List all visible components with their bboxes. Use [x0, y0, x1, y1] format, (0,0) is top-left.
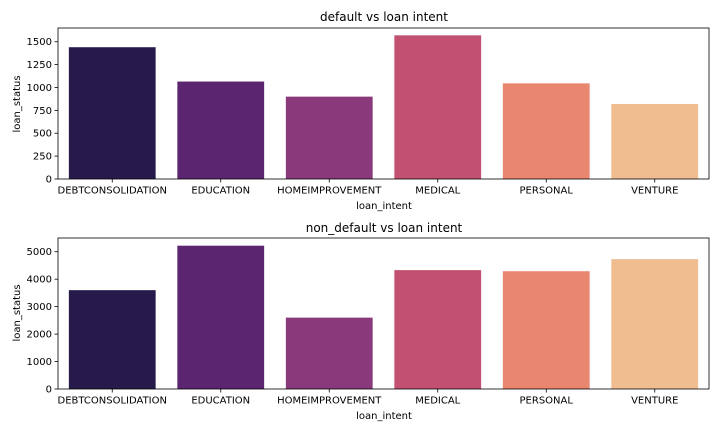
plot-frame — [57, 27, 710, 180]
chart-non-default-vs-loan-intent: non_default vs loan intent 0 1000 2000 3000… — [12, 221, 710, 422]
y-tick-label: 1500 — [27, 37, 52, 48]
y-tick-label: 0 — [46, 175, 52, 186]
x-tick-label: MEDICAL — [415, 396, 460, 407]
x-tick-label: EDUCATION — [191, 396, 250, 407]
chart-title: non_default vs loan intent — [306, 221, 463, 235]
bar-venture — [611, 103, 699, 179]
y-tick-label: 4000 — [27, 275, 52, 286]
y-tick-label: 2000 — [27, 330, 52, 341]
x-axis-label: loan_intent — [356, 411, 412, 422]
y-tick-label: 3000 — [27, 302, 52, 313]
y-axis-label: loan_status — [12, 75, 23, 132]
x-tick-label: VENTURE — [631, 396, 678, 407]
x-tick-label: DEBTCONSOLIDATION — [58, 396, 167, 407]
y-tick-label: 1000 — [27, 357, 52, 368]
bar-medical — [394, 270, 482, 389]
x-tick-label: MEDICAL — [415, 186, 460, 197]
y-axis-label: loan_status — [12, 284, 23, 341]
x-tick-label: PERSONAL — [520, 396, 574, 407]
x-tick-label: HOMEIMPROVEMENT — [277, 396, 382, 407]
bar-education — [177, 245, 265, 389]
y-axis-ticks: 0 1000 2000 3000 4000 5000 — [27, 247, 58, 396]
bar-personal — [502, 83, 590, 179]
x-tick-label: VENTURE — [631, 186, 678, 197]
bar-medical — [394, 35, 482, 179]
chart-title: default vs loan intent — [320, 10, 448, 24]
y-tick-label: 750 — [33, 106, 52, 117]
y-tick-label: 500 — [33, 129, 52, 140]
x-tick-label: DEBTCONSOLIDATION — [58, 186, 167, 197]
bar-debtconsolidation — [68, 47, 156, 179]
bar-homeimprovement — [285, 96, 373, 179]
x-axis-ticks: DEBTCONSOLIDATION EDUCATION HOMEIMPROVEMEN… — [58, 389, 678, 407]
bars — [68, 35, 699, 179]
y-tick-label: 1000 — [27, 83, 52, 94]
bars — [68, 245, 699, 389]
y-tick-label: 5000 — [27, 247, 52, 258]
bar-education — [177, 81, 265, 179]
bar-personal — [502, 271, 590, 389]
x-axis-ticks: DEBTCONSOLIDATION EDUCATION HOMEIMPROVEMEN… — [58, 179, 678, 197]
x-axis-label: loan_intent — [356, 201, 412, 212]
chart-default-vs-loan-intent: default vs loan intent 0 250 500 750 1000 125… — [12, 10, 710, 212]
bar-debtconsolidation — [68, 290, 156, 389]
y-tick-label: 0 — [46, 385, 52, 396]
x-tick-label: EDUCATION — [191, 186, 250, 197]
bar-homeimprovement — [285, 317, 373, 389]
x-tick-label: PERSONAL — [520, 186, 574, 197]
y-tick-label: 1250 — [27, 60, 52, 71]
y-tick-label: 250 — [33, 152, 52, 163]
plot-frame — [57, 237, 710, 390]
x-tick-label: HOMEIMPROVEMENT — [277, 186, 382, 197]
y-axis-ticks: 0 250 500 750 1000 1250 1500 — [27, 37, 58, 186]
bar-venture — [611, 259, 699, 389]
